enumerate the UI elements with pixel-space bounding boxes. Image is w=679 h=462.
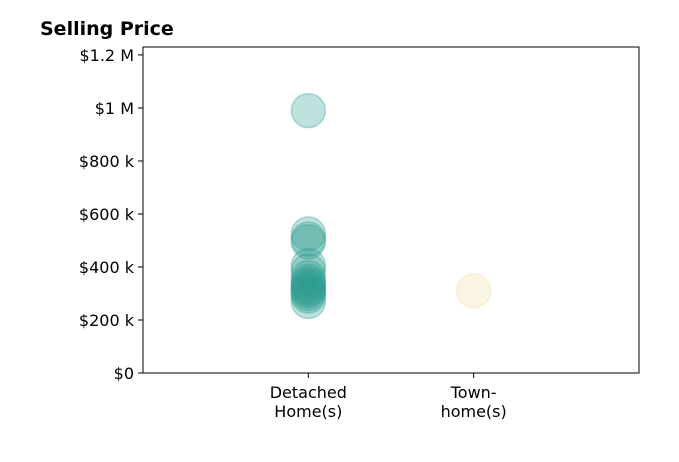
x-tick-label-line: Detached — [270, 383, 347, 402]
data-point — [455, 273, 492, 309]
data-point — [290, 275, 327, 312]
data-point — [290, 283, 327, 320]
data-point — [290, 92, 327, 129]
x-axis: Detached Home(s) Town-home(s) — [270, 373, 507, 421]
y-axis: $0 $200 k $400 k $600 k $800 k $1 M $1.2 M — [79, 46, 143, 383]
data-point — [290, 216, 327, 252]
plot-frame — [142, 46, 640, 374]
data-point — [290, 263, 327, 300]
data-point — [290, 273, 327, 309]
data-point — [290, 259, 327, 296]
y-tick-label: $800 k — [79, 152, 135, 171]
x-tick-label: Town-home(s) — [441, 383, 507, 421]
x-tick-label-line: home(s) — [441, 402, 507, 421]
y-tick-label: $400 k — [79, 258, 135, 277]
y-tick-label: $0 — [114, 364, 134, 383]
x-tick-label: Detached Home(s) — [270, 383, 347, 421]
x-tick-label-line: Town- — [450, 383, 497, 402]
data-point — [290, 269, 327, 305]
data-points — [290, 92, 492, 320]
chart-title: Selling Price — [40, 18, 174, 40]
x-tick-label-line: Home(s) — [274, 402, 342, 421]
data-point — [290, 278, 327, 314]
data-point — [290, 270, 327, 307]
y-tick-label: $1.2 M — [79, 46, 134, 65]
y-tick-label: $1 M — [95, 99, 134, 118]
data-point — [290, 253, 327, 289]
data-point — [290, 221, 327, 257]
data-point — [290, 247, 327, 284]
y-tick-label: $600 k — [79, 205, 135, 224]
y-tick-label: $200 k — [79, 311, 135, 330]
data-point — [290, 224, 327, 260]
data-point — [290, 266, 327, 302]
